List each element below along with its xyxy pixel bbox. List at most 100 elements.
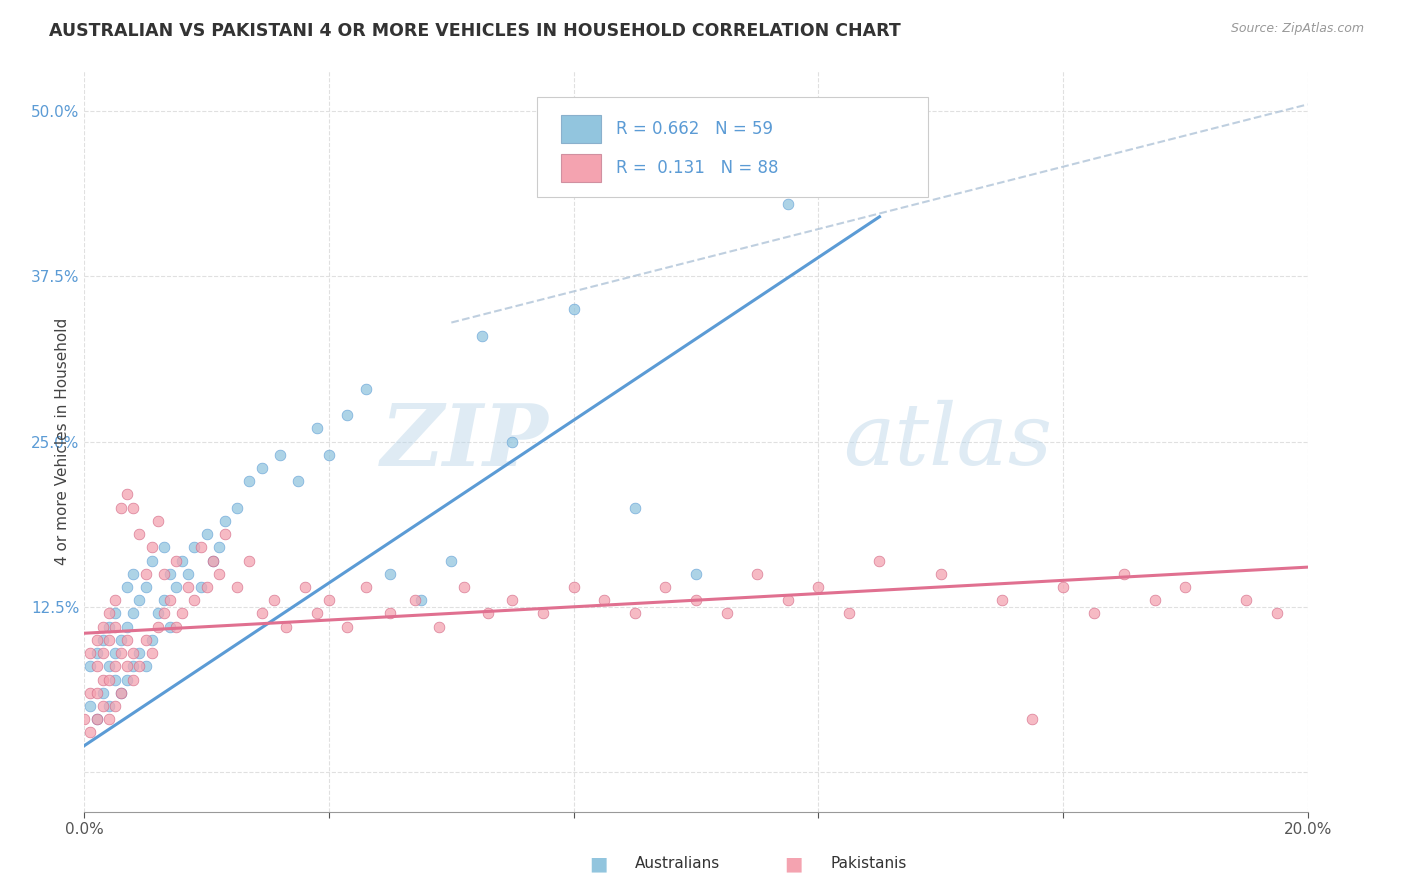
Point (929, 566, 952, 581)
Point (593, 593, 616, 607)
Point (172, 553, 194, 567)
Point (146, 620, 169, 634)
Point (440, 553, 463, 567)
Point (135, 580, 157, 594)
Point (238, 553, 260, 567)
Point (869, 553, 891, 567)
Text: ■: ■ (785, 854, 803, 873)
Point (153, 593, 176, 607)
Point (122, 673, 145, 687)
Point (409, 593, 432, 607)
Point (115, 580, 138, 594)
Point (208, 566, 231, 581)
Point (91, 698, 114, 713)
Point (104, 593, 127, 607)
Point (336, 408, 359, 422)
Point (195, 580, 218, 594)
Point (86, 712, 108, 726)
FancyBboxPatch shape (561, 154, 600, 183)
Point (747, 566, 769, 581)
Point (869, 157, 891, 171)
Point (201, 553, 224, 567)
Point (97, 673, 120, 687)
Point (115, 620, 138, 634)
Point (190, 580, 212, 594)
Point (305, 421, 328, 435)
Point (1265, 607, 1288, 621)
Point (110, 686, 132, 700)
Point (208, 541, 231, 555)
Point (991, 593, 1014, 607)
Point (110, 632, 132, 647)
Point (146, 514, 169, 528)
Point (318, 593, 340, 607)
Point (86, 659, 108, 673)
Point (562, 580, 585, 594)
Point (153, 541, 176, 555)
Point (104, 659, 127, 673)
Point (172, 607, 194, 621)
Point (97, 659, 120, 673)
Point (477, 607, 499, 621)
Point (86, 632, 108, 647)
Point (838, 607, 860, 621)
Point (110, 686, 132, 700)
Y-axis label: 4 or more Vehicles in Household: 4 or more Vehicles in Household (55, 318, 70, 566)
Text: Australians: Australians (636, 856, 720, 871)
Point (1052, 580, 1074, 594)
Point (104, 698, 127, 713)
Point (141, 541, 163, 555)
Point (1083, 607, 1105, 621)
Point (238, 474, 260, 488)
Point (201, 553, 224, 567)
Point (1143, 593, 1166, 607)
Point (79, 659, 101, 673)
Text: R = 0.662   N = 59: R = 0.662 N = 59 (616, 120, 773, 138)
Text: ■: ■ (589, 854, 607, 873)
Point (97, 620, 120, 634)
Point (1114, 566, 1136, 581)
Point (654, 580, 676, 594)
Point (135, 566, 157, 581)
Point (153, 607, 176, 621)
Point (502, 593, 524, 607)
Point (86, 686, 108, 700)
Point (1236, 593, 1258, 607)
Point (73, 712, 96, 726)
Point (159, 593, 181, 607)
Point (104, 646, 127, 660)
Text: ZIP: ZIP (381, 400, 550, 483)
Point (153, 566, 176, 581)
Point (122, 646, 145, 660)
Point (91, 646, 114, 660)
Point (716, 607, 738, 621)
Point (128, 527, 150, 541)
Text: AUSTRALIAN VS PAKISTANI 4 OR MORE VEHICLES IN HOUSEHOLD CORRELATION CHART: AUSTRALIAN VS PAKISTANI 4 OR MORE VEHICL… (49, 22, 901, 40)
Point (165, 553, 187, 567)
Point (263, 593, 285, 607)
Point (122, 500, 145, 515)
FancyBboxPatch shape (537, 97, 928, 197)
Point (276, 620, 298, 634)
Point (531, 607, 554, 621)
Point (97, 712, 120, 726)
Point (122, 659, 145, 673)
Point (453, 580, 475, 594)
Point (79, 646, 101, 660)
Point (165, 580, 187, 594)
Point (122, 607, 145, 621)
Point (159, 620, 181, 634)
Point (776, 593, 799, 607)
Point (141, 553, 163, 567)
Point (115, 659, 138, 673)
Point (354, 382, 377, 396)
Point (305, 607, 328, 621)
Point (79, 686, 101, 700)
Point (183, 593, 205, 607)
Point (135, 632, 157, 647)
Point (91, 673, 114, 687)
Point (177, 566, 200, 581)
Point (685, 593, 707, 607)
Point (104, 673, 127, 687)
Point (624, 500, 647, 515)
